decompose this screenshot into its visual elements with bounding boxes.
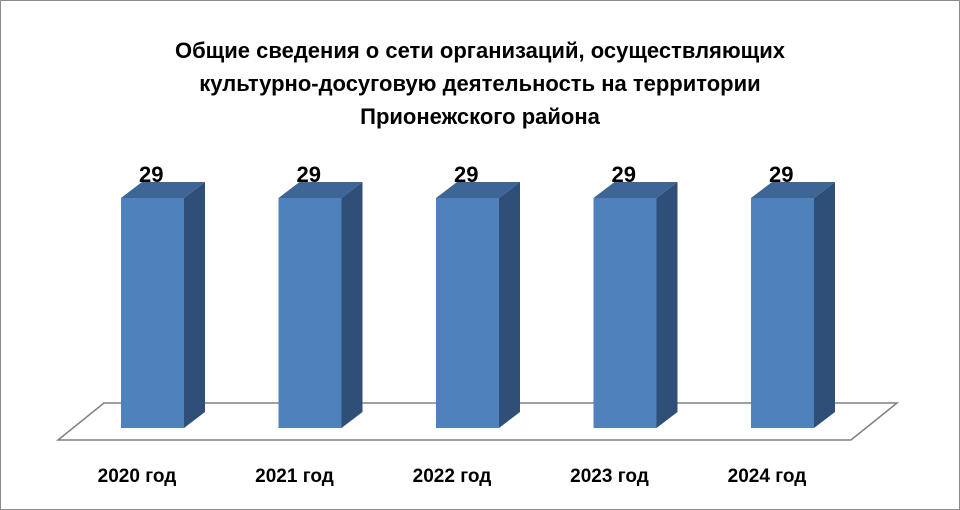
bar-side-face xyxy=(184,182,205,428)
bar-side-face xyxy=(341,182,363,428)
bar-5 xyxy=(751,182,835,428)
category-label-5: 2024 год xyxy=(728,466,807,487)
bar-front-face xyxy=(751,198,814,428)
bar-2 xyxy=(278,182,363,428)
bar-front-face xyxy=(436,198,499,428)
value-label-2: 29 xyxy=(297,162,321,187)
bar-side-face xyxy=(814,182,835,428)
category-label-4: 2023 год xyxy=(570,466,649,487)
value-label-4: 29 xyxy=(612,162,636,187)
bar-front-face xyxy=(278,198,342,428)
bar-top-face xyxy=(121,182,205,198)
bar-top-face xyxy=(751,182,835,198)
bar-side-face xyxy=(499,182,520,428)
bar-front-face xyxy=(121,198,184,428)
bar-front-face xyxy=(593,198,657,428)
bars-group xyxy=(121,182,835,428)
bar-1 xyxy=(121,182,205,428)
bar-top-face xyxy=(278,182,363,198)
chart-title: Общие сведения о сети организаций, осуще… xyxy=(0,34,960,133)
chart-title-line-1: Общие сведения о сети организаций, осуще… xyxy=(174,38,785,63)
chart-title-line-2: культурно-досуговую деятельность на терр… xyxy=(199,71,761,96)
value-label-1: 29 xyxy=(139,162,163,187)
bar-top-face xyxy=(436,182,520,198)
bar-side-face xyxy=(656,182,678,428)
category-label-2: 2021 год xyxy=(255,466,334,487)
category-label-3: 2022 год xyxy=(413,466,492,487)
bar-4 xyxy=(593,182,678,428)
value-label-3: 29 xyxy=(454,162,478,187)
chart-title-line-3: Прионежского района xyxy=(360,104,600,129)
category-label-1: 2020 год xyxy=(98,466,177,487)
bar-3 xyxy=(436,182,520,428)
labels-group: 29 2020 год 29 2021 год 29 2022 год 29 2023 год… xyxy=(98,162,807,487)
bar-top-face xyxy=(593,182,678,198)
value-label-5: 29 xyxy=(769,162,793,187)
